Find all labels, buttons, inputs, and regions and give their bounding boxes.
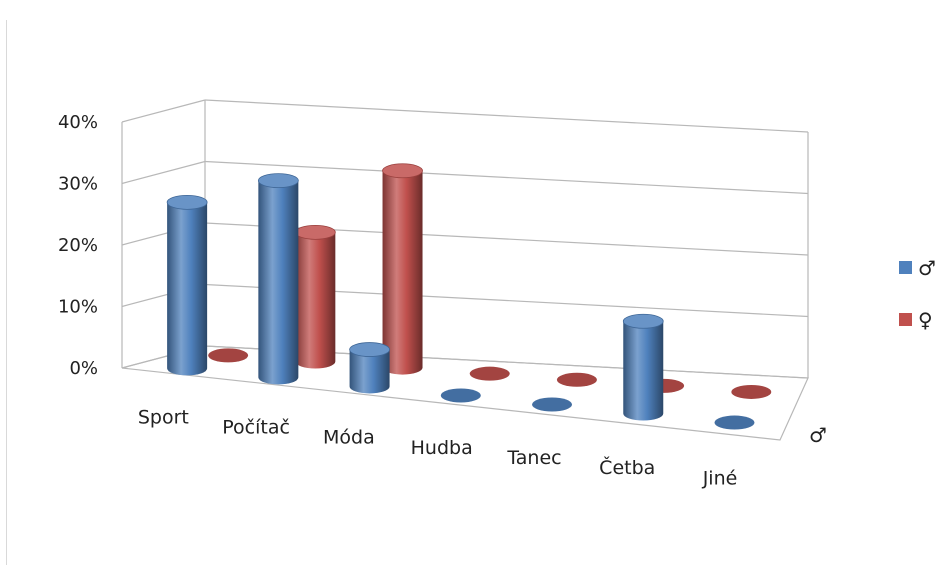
bar-female-0-disc (208, 348, 249, 363)
category-label: Móda (323, 427, 375, 449)
bar-male-6 (714, 415, 755, 430)
y-axis-ticks: 0% 10% 20% 30% 40% (58, 112, 98, 379)
bar-female-3 (469, 366, 510, 381)
bar-male-6-disc (714, 415, 755, 430)
y-tick-label: 10% (58, 297, 98, 318)
bar-female-3-disc (469, 366, 510, 381)
bar-male-0-top (166, 194, 208, 210)
bar-male-0-body (167, 202, 208, 376)
bar-male-5-top (622, 313, 664, 329)
bar-female-2-top (382, 163, 423, 179)
bar-female-1-body (295, 232, 336, 369)
bar-male-4 (532, 397, 573, 412)
legend-swatch (899, 261, 912, 274)
bar-male-5 (622, 313, 664, 421)
category-label: Tanec (506, 447, 561, 469)
bar-male-4-disc (532, 397, 573, 412)
category-label: Hudba (411, 437, 473, 459)
bar-male-5-body (623, 321, 664, 421)
bar-male-3-disc (440, 388, 481, 403)
legend-swatch (899, 313, 912, 326)
y-tick-label: 0% (69, 358, 98, 379)
category-label: Sport (138, 406, 189, 428)
y-tick-label: 40% (58, 112, 98, 133)
bar-female-6 (731, 384, 772, 399)
bar-female-2 (382, 163, 423, 375)
bar-male-2 (349, 342, 390, 394)
category-label: Četba (599, 455, 655, 479)
bar-male-2-top (349, 342, 390, 357)
bar-male-3 (440, 388, 481, 403)
y-tick-label: 30% (58, 174, 98, 195)
bar-male-1-top (257, 173, 299, 189)
bar-female-1 (294, 224, 336, 369)
back-wall-gridline (204, 99, 809, 133)
depth-axis-label: ♂ (809, 423, 827, 447)
bar-male-1 (257, 173, 299, 385)
bar-male-2-body (349, 349, 390, 394)
bar-male-1-body (258, 180, 299, 385)
legend-label: ♂ (918, 256, 936, 280)
bar-female-4 (556, 372, 597, 387)
legend: ♂♀ (899, 256, 936, 332)
back-wall-gridline (204, 160, 809, 195)
category-label: Počítač (222, 417, 290, 439)
side-wall-gridline (121, 99, 206, 123)
x-axis-categories: Sport Počítač Móda Hudba Tanec Četba Jiné (138, 406, 737, 489)
y-tick-label: 20% (58, 235, 98, 256)
frame-left-rule (6, 20, 7, 565)
bar-female-1-top (294, 224, 336, 240)
bar-layer (166, 163, 772, 430)
bar-female-2-body (382, 170, 423, 375)
bar-female-4-disc (556, 372, 597, 387)
bar-female-0 (208, 348, 249, 363)
side-wall-gridline (121, 160, 206, 185)
category-label: Jiné (702, 467, 738, 489)
bar-male-0 (166, 194, 208, 376)
bar-female-6-disc (731, 384, 772, 399)
legend-label: ♀ (918, 308, 933, 332)
